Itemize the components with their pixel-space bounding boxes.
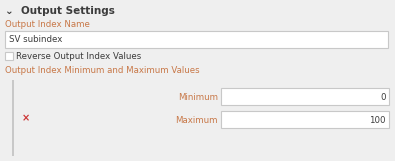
- Text: ×: ×: [22, 113, 30, 123]
- Text: SV subindex: SV subindex: [9, 35, 62, 44]
- Text: Minimum: Minimum: [178, 93, 218, 101]
- Text: Reverse Output Index Values: Reverse Output Index Values: [16, 52, 141, 61]
- Bar: [12, 80, 14, 156]
- Text: Maximum: Maximum: [175, 115, 218, 124]
- Text: Output Index Minimum and Maximum Values: Output Index Minimum and Maximum Values: [5, 66, 199, 75]
- Text: Output Index Name: Output Index Name: [5, 19, 90, 28]
- Text: 100: 100: [369, 115, 386, 124]
- FancyBboxPatch shape: [221, 111, 389, 128]
- FancyBboxPatch shape: [221, 88, 389, 105]
- Text: ⌄  Output Settings: ⌄ Output Settings: [5, 6, 115, 16]
- Text: 0: 0: [380, 93, 386, 101]
- Bar: [5, 52, 13, 60]
- FancyBboxPatch shape: [5, 31, 388, 48]
